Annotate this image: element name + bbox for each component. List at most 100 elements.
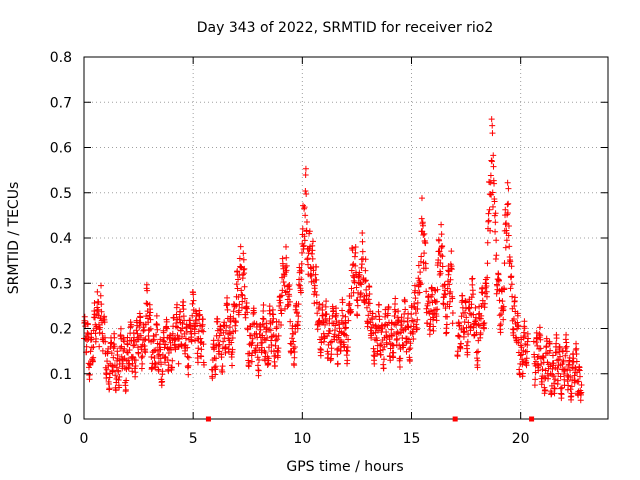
data-point (242, 314, 249, 321)
data-point (416, 289, 423, 296)
data-point (474, 357, 481, 364)
data-point (280, 279, 287, 286)
data-point (353, 296, 360, 303)
data-point (215, 337, 222, 344)
data-point (317, 352, 324, 359)
data-point (365, 312, 372, 319)
data-point (392, 295, 399, 302)
data-point (337, 339, 344, 346)
data-point (573, 358, 580, 365)
data-point (430, 327, 437, 334)
data-point (514, 312, 521, 319)
data-point (276, 302, 283, 309)
data-point (520, 329, 527, 336)
data-point (538, 378, 545, 385)
data-point (388, 326, 395, 333)
data-point (259, 332, 266, 339)
data-point (224, 306, 231, 313)
data-point (313, 263, 320, 270)
data-point (236, 255, 243, 262)
data-point (356, 280, 363, 287)
data-point (251, 309, 258, 316)
data-point (316, 301, 323, 308)
data-point (167, 332, 174, 339)
data-point (537, 345, 544, 352)
data-point (101, 319, 108, 326)
data-point (401, 298, 408, 305)
data-point (546, 340, 553, 347)
data-point (568, 383, 575, 390)
data-point (487, 227, 494, 234)
data-point (183, 328, 190, 335)
data-point (514, 319, 521, 326)
data-point (301, 237, 308, 244)
data-point (351, 253, 358, 260)
data-point (287, 318, 294, 325)
data-point (554, 377, 561, 384)
data-point (212, 371, 219, 378)
data-point (98, 282, 105, 289)
data-point (488, 157, 495, 164)
data-point (229, 362, 236, 369)
data-point (532, 376, 539, 383)
data-point (461, 328, 468, 335)
data-point (110, 354, 117, 361)
data-point (96, 329, 103, 336)
data-point (421, 250, 428, 257)
data-point (193, 313, 200, 320)
data-point (362, 267, 369, 274)
y-tick-label: 0.4 (50, 231, 72, 247)
data-point (130, 337, 137, 344)
data-point (434, 286, 441, 293)
data-point (505, 185, 512, 192)
x-tick-label: 10 (293, 431, 311, 447)
data-point (366, 300, 373, 307)
data-point (121, 338, 128, 345)
data-point (209, 375, 216, 382)
data-point (407, 340, 414, 347)
data-point (400, 318, 407, 324)
data-point (260, 307, 267, 314)
data-point (481, 319, 488, 326)
data-point (298, 249, 305, 256)
data-point (291, 354, 298, 361)
data-point (266, 303, 273, 310)
data-point (493, 237, 500, 244)
data-point (504, 179, 511, 186)
data-point (521, 318, 528, 325)
data-point (354, 312, 361, 319)
data-point (571, 372, 578, 379)
data-point (435, 257, 442, 264)
data-point (112, 387, 119, 394)
data-point (142, 349, 149, 356)
data-point (172, 346, 179, 353)
data-point (398, 322, 405, 329)
data-point (515, 323, 522, 330)
data-point (123, 377, 130, 384)
data-point (153, 312, 160, 319)
data-point (185, 362, 192, 369)
data-point (256, 331, 263, 338)
data-point (212, 363, 219, 370)
data-point (408, 311, 415, 318)
data-point (180, 306, 187, 313)
data-point (448, 248, 455, 255)
data-point (443, 329, 450, 336)
data-point (91, 300, 98, 307)
data-point (442, 305, 449, 312)
data-point (354, 302, 361, 309)
data-point (223, 300, 230, 307)
data-point (447, 298, 454, 305)
data-points (81, 116, 585, 404)
data-point (357, 291, 364, 298)
data-point (283, 254, 290, 261)
data-point (335, 332, 342, 339)
data-point (508, 263, 515, 270)
data-point (425, 298, 432, 305)
data-point (519, 356, 526, 363)
data-point (241, 283, 248, 290)
data-point (111, 334, 118, 341)
data-point (259, 339, 266, 346)
data-point (365, 296, 372, 303)
data-point (189, 300, 196, 307)
